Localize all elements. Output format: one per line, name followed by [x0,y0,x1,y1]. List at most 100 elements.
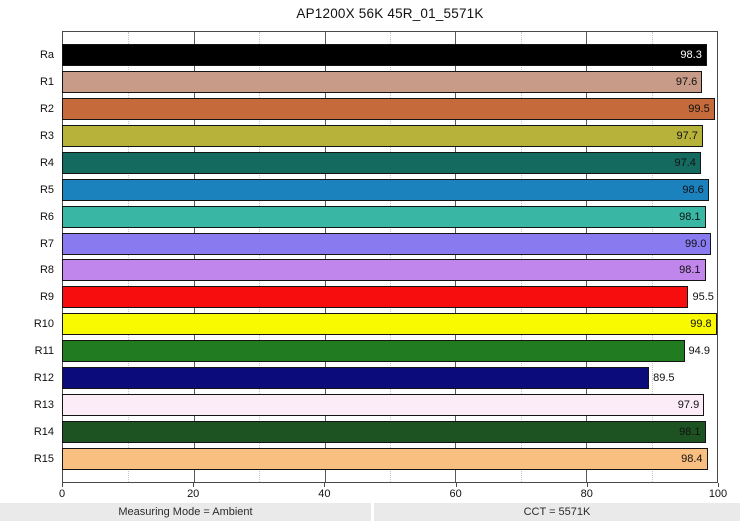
bar-track: 99.5 [62,98,718,121]
status-cct: CCT = 5571K [374,503,740,521]
category-label: R7 [39,237,54,250]
bar-track: 99.8 [62,313,718,336]
bar-track: 98.1 [62,420,718,443]
value-label: 98.1 [679,425,701,438]
bar-row: R11 94.9 [0,338,718,365]
bar-row: R8 98.1 [0,257,718,284]
value-label: 97.4 [674,156,696,169]
bar [62,286,689,309]
bar-track: 97.7 [62,125,718,148]
value-label: 99.0 [685,237,707,250]
x-tick-mark [62,483,63,487]
bar-track: 99.0 [62,232,718,255]
x-tick-label: 80 [580,488,593,500]
bar-row: R12 89.5 [0,365,718,392]
value-label: 97.6 [675,76,698,89]
bar-row: R10 99.8 [0,311,718,338]
value-label: 98.3 [680,49,702,62]
bar: 99.0 [62,232,712,255]
bar [62,366,650,389]
value-label: 97.9 [677,398,700,411]
minor-gridline [259,32,261,482]
category-label: R6 [39,210,54,223]
minor-gridline [520,32,522,482]
category-label: R2 [39,103,54,116]
bar-row: R3 97.7 [0,123,718,150]
category-label: R10 [33,318,54,331]
minor-gridline [128,32,130,482]
bar-row: Ra 98.3 [0,42,718,69]
status-bar-divider [371,503,374,521]
value-label: 98.6 [682,183,704,196]
bar: 97.9 [62,393,705,416]
value-label: 97.7 [676,130,698,143]
category-label: R15 [33,452,54,465]
bar-row: R14 98.1 [0,418,718,445]
bar-row: R13 97.9 [0,391,718,418]
status-bar: Measuring Mode = Ambient CCT = 5571K [0,503,740,521]
value-label: 95.5 [692,291,714,304]
x-tick-label: 100 [708,488,728,500]
value-label: 89.5 [653,371,675,384]
category-label: R13 [33,398,54,411]
bar-track: 95.5 [62,286,718,309]
bar-row: R4 97.4 [0,150,718,177]
bar: 98.1 [62,420,706,443]
major-gridline [324,32,326,482]
bar-track: 98.1 [62,205,718,228]
bar-track: 94.9 [62,340,718,363]
x-tick-label: 60 [449,488,462,500]
value-label: 99.8 [690,318,712,331]
category-label: R12 [33,371,54,384]
chart-title: AP1200X 56K 45R_01_5571K [296,6,484,21]
x-tick-mark [455,483,457,487]
bar-track: 97.4 [62,151,718,174]
x-tick-mark [586,483,588,487]
category-label: R8 [39,264,54,277]
bar: 98.6 [62,178,709,201]
bar-row: R6 98.1 [0,203,718,230]
major-gridline [455,32,457,482]
bar-track: 97.9 [62,393,718,416]
value-label: 99.5 [688,103,710,116]
bar: 98.3 [62,44,707,67]
category-label: R3 [39,130,54,143]
minor-gridline [651,32,653,482]
x-tick-label: 0 [58,488,66,500]
major-gridline [193,32,195,482]
category-label: R4 [39,156,54,169]
category-label: R14 [33,425,54,438]
bar-track: 98.6 [62,178,718,201]
bar-row: R7 99.0 [0,230,718,257]
category-label: R11 [34,345,54,358]
category-label: R1 [39,76,54,89]
bar: 99.8 [62,313,717,336]
category-label: Ra [39,49,54,62]
value-label: 98.4 [681,452,703,465]
value-label: 98.1 [679,264,701,277]
bar-row: R5 98.6 [0,176,718,203]
bar-track: 97.6 [62,71,718,94]
category-label: R5 [39,183,54,196]
status-measuring-mode: Measuring Mode = Ambient [0,503,371,521]
bar: 97.4 [62,151,701,174]
x-tick-label: 20 [187,488,200,500]
bar: 99.5 [62,98,715,121]
minor-gridline [390,32,391,482]
bar: 97.7 [62,125,703,148]
bar: 98.1 [62,259,706,282]
bar-track: 98.3 [62,44,718,67]
x-tick-mark [324,483,326,487]
bar-track: 98.1 [62,259,718,282]
x-tick-mark [718,483,719,487]
bar-row: R15 98.4 [0,445,718,472]
bar-track: 89.5 [62,366,718,389]
category-label: R9 [39,291,54,304]
bar: 98.1 [62,205,706,228]
bar-row: R2 99.5 [0,96,718,123]
bar-row: R1 97.6 [0,69,718,96]
major-gridline [586,32,588,482]
value-label: 98.1 [679,210,701,223]
x-tick-label: 40 [318,488,331,500]
